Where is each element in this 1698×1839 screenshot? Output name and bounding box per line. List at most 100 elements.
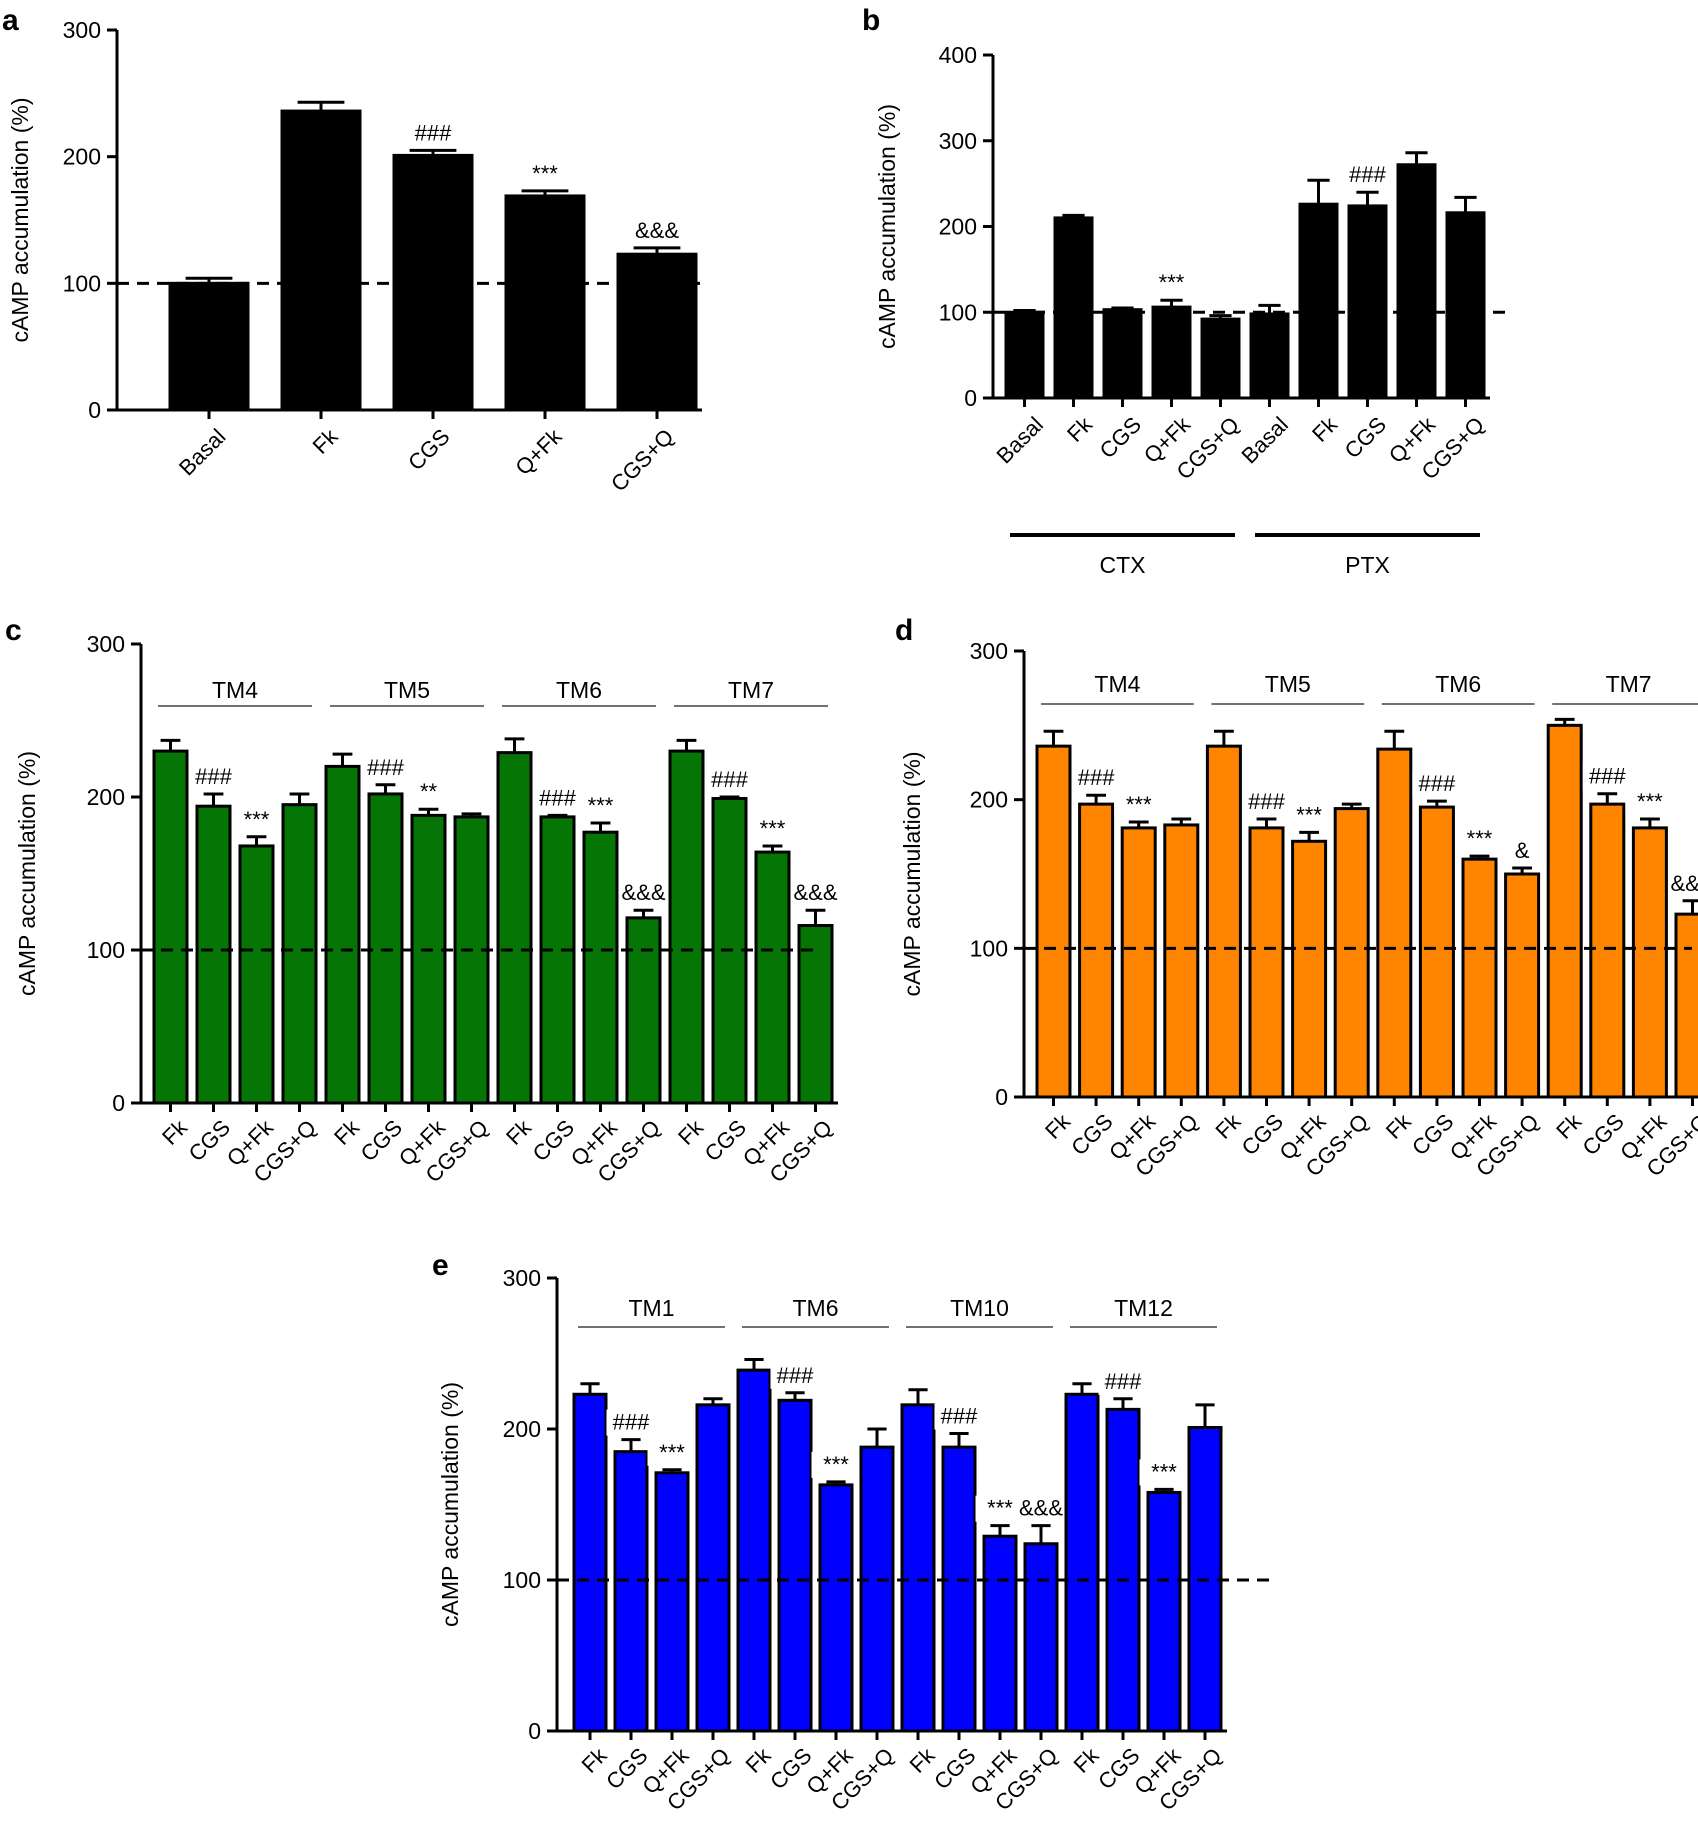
bar [410, 813, 447, 1105]
bar [941, 1445, 977, 1733]
significance-annotation: ### [1349, 162, 1386, 187]
bar [453, 815, 490, 1105]
bar [1298, 202, 1339, 400]
y-axis-label: cAMP accumulation (%) [437, 1382, 463, 1627]
annotation-bg [408, 120, 458, 147]
y-tick-label: 100 [87, 937, 125, 963]
bar [1023, 1542, 1059, 1733]
annotation-bg [791, 880, 840, 907]
bar [152, 749, 189, 1105]
panel-letter: c [5, 614, 22, 647]
bar [1445, 211, 1486, 400]
category-label: CGS [1095, 412, 1146, 463]
significance-annotation: &&& [793, 880, 837, 905]
significance-annotation: &&& [1670, 871, 1698, 896]
significance-annotation: ### [1078, 765, 1115, 790]
bar [1291, 839, 1328, 1099]
significance-annotation: *** [823, 1452, 849, 1477]
category-label: Fk [1062, 411, 1098, 447]
annotation-bg [1455, 826, 1504, 853]
bar [668, 749, 705, 1105]
significance-annotation: *** [1637, 789, 1663, 814]
y-tick-label: 100 [939, 299, 977, 325]
y-tick-label: 200 [87, 784, 125, 810]
annotation-bg [1071, 765, 1121, 792]
annotation-bg [975, 1495, 1025, 1522]
bar [168, 281, 250, 412]
y-tick-label: 200 [970, 787, 1008, 813]
annotation-bg [410, 779, 447, 806]
y-tick-label: 0 [528, 1718, 541, 1744]
y-tick-label: 300 [503, 1265, 541, 1291]
category-label: Fk [1307, 411, 1343, 447]
y-tick-label: 300 [939, 128, 977, 154]
y-tick-label: 300 [970, 638, 1008, 664]
bar [900, 1403, 936, 1733]
bar [1200, 317, 1241, 400]
bar [777, 1398, 813, 1733]
annotation-bg [705, 767, 754, 793]
panel-letter: b [862, 4, 880, 37]
bar [582, 830, 619, 1105]
y-tick-label: 0 [964, 385, 977, 411]
bar [1004, 310, 1045, 400]
bar [1589, 802, 1626, 1099]
group-label: CTX [1100, 552, 1146, 578]
annotation-bg [1098, 1368, 1148, 1395]
significance-annotation: *** [659, 1440, 685, 1465]
annotation-bg [1668, 870, 1698, 897]
annotation-bg [1242, 788, 1291, 815]
bar [1461, 857, 1498, 1099]
bar [1105, 1407, 1141, 1733]
significance-annotation: ### [195, 764, 232, 789]
bar [1078, 802, 1115, 1099]
significance-annotation: ### [415, 120, 452, 145]
bar [1504, 872, 1541, 1099]
bar [1418, 805, 1455, 1099]
annotation-bg [1114, 791, 1164, 818]
annotation-bg [1582, 763, 1632, 790]
y-tick-label: 100 [970, 935, 1008, 961]
bar [504, 194, 586, 412]
y-tick-label: 300 [87, 631, 125, 657]
significance-annotation: ### [777, 1363, 814, 1388]
bar [859, 1445, 895, 1733]
bar [539, 815, 576, 1105]
significance-annotation: &&& [621, 880, 665, 905]
annotation-bg [811, 1451, 861, 1478]
category-label: Q+Fk [510, 423, 567, 480]
y-tick-label: 100 [503, 1567, 541, 1593]
bar [1163, 823, 1200, 1099]
annotation-bg [533, 785, 582, 812]
significance-annotation: *** [987, 1496, 1013, 1521]
category-label: CGS+Q [606, 424, 679, 497]
group-label: TM4 [1094, 671, 1140, 697]
y-tick-label: 400 [939, 42, 977, 68]
y-tick-label: 0 [112, 1090, 125, 1116]
significance-annotation: ** [420, 779, 438, 804]
y-tick-label: 200 [63, 144, 101, 170]
bar [616, 252, 698, 412]
group-label: TM10 [950, 1295, 1009, 1321]
annotation-bg [632, 217, 682, 244]
y-axis-label: cAMP accumulation (%) [899, 752, 925, 997]
bar [280, 109, 362, 412]
annotation-bg [1139, 1459, 1189, 1486]
annotation-bg [770, 1362, 820, 1389]
bar [195, 804, 232, 1105]
significance-annotation: *** [532, 161, 558, 186]
significance-annotation: &&& [1019, 1496, 1063, 1521]
significance-annotation: ### [1589, 764, 1626, 789]
bar [1333, 807, 1370, 1099]
bar [1053, 216, 1094, 400]
significance-annotation: *** [1296, 802, 1322, 827]
group-label: TM6 [1435, 671, 1481, 697]
significance-annotation: ### [367, 755, 404, 780]
significance-annotation: *** [760, 816, 786, 841]
annotation-bg [1147, 270, 1196, 297]
panel-letter: d [895, 614, 913, 647]
significance-annotation: ### [539, 785, 576, 810]
group-label: TM12 [1114, 1295, 1173, 1321]
annotation-bg [1284, 802, 1334, 829]
